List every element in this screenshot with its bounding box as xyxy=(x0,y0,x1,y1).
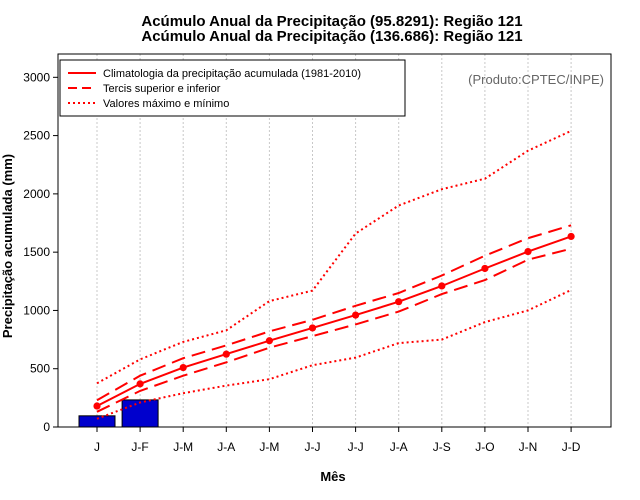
y-tick-label-5: 2500 xyxy=(23,129,50,143)
x-tick-label-5: J-J xyxy=(305,440,321,454)
legend-label-climatology: Climatologia da precipitação acumulada (… xyxy=(103,68,361,80)
x-tick-label-4: J-M xyxy=(259,440,279,454)
series-point-0-2 xyxy=(179,363,187,372)
y-tick-label-6: 3000 xyxy=(23,70,50,84)
x-tick-label-11: J-D xyxy=(562,440,581,454)
x-tick-label-1: J-F xyxy=(131,440,148,454)
legend-label-extremes: Valores máximo e mínimo xyxy=(103,98,229,110)
series-point-0-5 xyxy=(308,324,317,332)
x-tick-label-3: J-A xyxy=(217,440,235,454)
series-point-0-9 xyxy=(481,264,489,273)
y-tick-label-0: 0 xyxy=(43,420,50,434)
y-tick-label-2: 1000 xyxy=(23,303,50,317)
series-line-2 xyxy=(96,247,572,413)
series-point-0-7 xyxy=(395,298,403,306)
series-point-0-11 xyxy=(567,232,575,241)
series-line-3 xyxy=(96,129,572,385)
series-point-0-6 xyxy=(352,311,360,319)
x-tick-label-9: J-O xyxy=(475,440,494,454)
series xyxy=(93,129,575,420)
x-tick-label-0: J xyxy=(94,440,100,454)
chart-title-line-1: Acúmulo Anual da Precipitação (95.8291):… xyxy=(141,13,522,30)
series-line-4 xyxy=(96,289,572,420)
series-point-0-4 xyxy=(265,337,273,345)
x-tick-label-10: J-N xyxy=(519,440,538,454)
plot-frame xyxy=(57,53,612,428)
legend: Climatologia da precipitação acumulada (… xyxy=(59,59,406,117)
y-axis-title: Precipitação acumulada (mm) xyxy=(0,154,15,338)
x-tick-label-7: J-A xyxy=(390,440,408,454)
axes: 0 500 1000 1500 2000 2500 3000 J J-F J-M J-A J-M J-J… xyxy=(23,70,580,454)
legend-label-terciles: Tercis superior e inferior xyxy=(103,83,221,95)
legend-box xyxy=(59,59,406,117)
series-point-0-0 xyxy=(93,402,101,410)
series-point-0-3 xyxy=(222,350,230,358)
x-axis-title: Mês xyxy=(320,469,345,484)
chart-title-line-2: Acúmulo Anual da Precipitação (136.686):… xyxy=(141,28,522,45)
series-point-0-1 xyxy=(136,380,144,388)
series-point-0-10 xyxy=(524,247,532,256)
bars xyxy=(78,399,159,428)
x-tick-label-2: J-M xyxy=(173,440,193,454)
bar-J xyxy=(78,415,116,428)
y-tick-label-3: 1500 xyxy=(23,245,50,259)
y-tick-label-4: 2000 xyxy=(23,187,50,201)
bar-J-F xyxy=(121,399,159,428)
x-tick-label-6: J-J xyxy=(348,440,364,454)
series-line-0 xyxy=(96,235,572,407)
series-line-1 xyxy=(96,224,572,402)
series-point-0-8 xyxy=(438,282,446,290)
x-tick-label-8: J-S xyxy=(433,440,451,454)
source-note: (Produto:CPTEC/INPE) xyxy=(468,72,604,87)
y-tick-label-1: 500 xyxy=(30,362,50,376)
